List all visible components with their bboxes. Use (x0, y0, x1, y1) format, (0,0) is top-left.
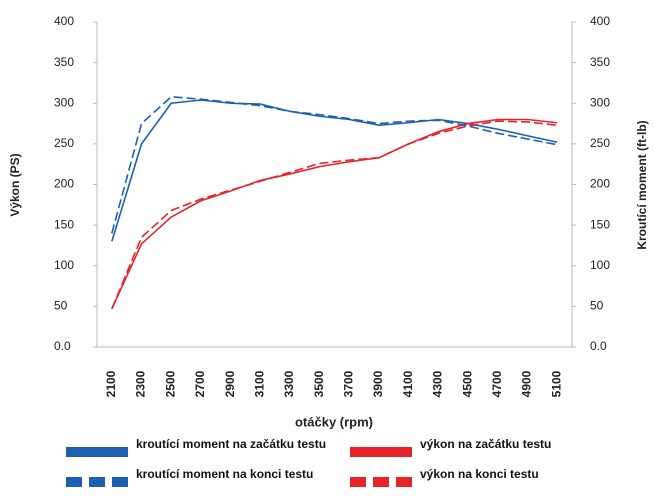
y2-tick-label: 100 (590, 258, 610, 272)
y-tick-label: 350 (54, 55, 74, 69)
y2-tick-label: 400 (590, 14, 610, 28)
x-tick-label: 4100 (401, 370, 415, 397)
x-tick-label: 3900 (371, 370, 385, 397)
y-tick-label: 150 (54, 217, 74, 231)
y-axis-title: Výkon (PS) (8, 153, 22, 216)
legend-label: výkon na začátku testu (420, 437, 552, 451)
x-tick-label: 4300 (431, 370, 445, 397)
y2-tick-label: 250 (590, 136, 610, 150)
y-tick-label: 400 (54, 14, 74, 28)
y-tick-label: 300 (54, 95, 74, 109)
series-line (111, 95, 558, 234)
y2-axis-title: Kroutící moment (ft-lb) (635, 120, 649, 249)
y2-tick-label: 350 (590, 55, 610, 69)
y-tick-label: 100 (54, 258, 74, 272)
y2-tick-label: 0.0 (590, 339, 607, 353)
x-tick-label: 2300 (134, 370, 148, 397)
x-tick-label: 2500 (163, 370, 177, 397)
x-tick-label: 3700 (342, 370, 356, 397)
x-tick-label: 4900 (520, 370, 534, 397)
x-tick-label: 3100 (252, 370, 266, 397)
series-line (111, 99, 558, 242)
series-line (111, 118, 558, 310)
y2-tick-label: 200 (590, 177, 610, 191)
x-tick-label: 3300 (282, 370, 296, 397)
x-axis-title: otáčky (rpm) (295, 414, 373, 429)
x-tick-label: 2100 (104, 370, 118, 397)
x-tick-label: 4700 (490, 370, 504, 397)
y2-tick-label: 300 (590, 95, 610, 109)
x-tick-label: 2700 (193, 370, 207, 397)
y-tick-label: 0.0 (54, 339, 71, 353)
y-tick-label: 250 (54, 136, 74, 150)
legend-label: kroutící moment na začátku testu (136, 437, 327, 451)
legend-label: výkon na konci testu (420, 467, 539, 481)
y-tick-label: 50 (54, 299, 68, 313)
legend-label: kroutící moment na konci testu (136, 467, 314, 481)
x-tick-label: 4500 (460, 370, 474, 397)
series-line (111, 120, 558, 310)
x-tick-label: 2900 (223, 370, 237, 397)
x-tick-label: 5100 (549, 370, 563, 397)
y2-tick-label: 50 (590, 299, 604, 313)
x-tick-label: 3500 (312, 370, 326, 397)
y2-tick-label: 150 (590, 217, 610, 231)
y-tick-label: 200 (54, 177, 74, 191)
